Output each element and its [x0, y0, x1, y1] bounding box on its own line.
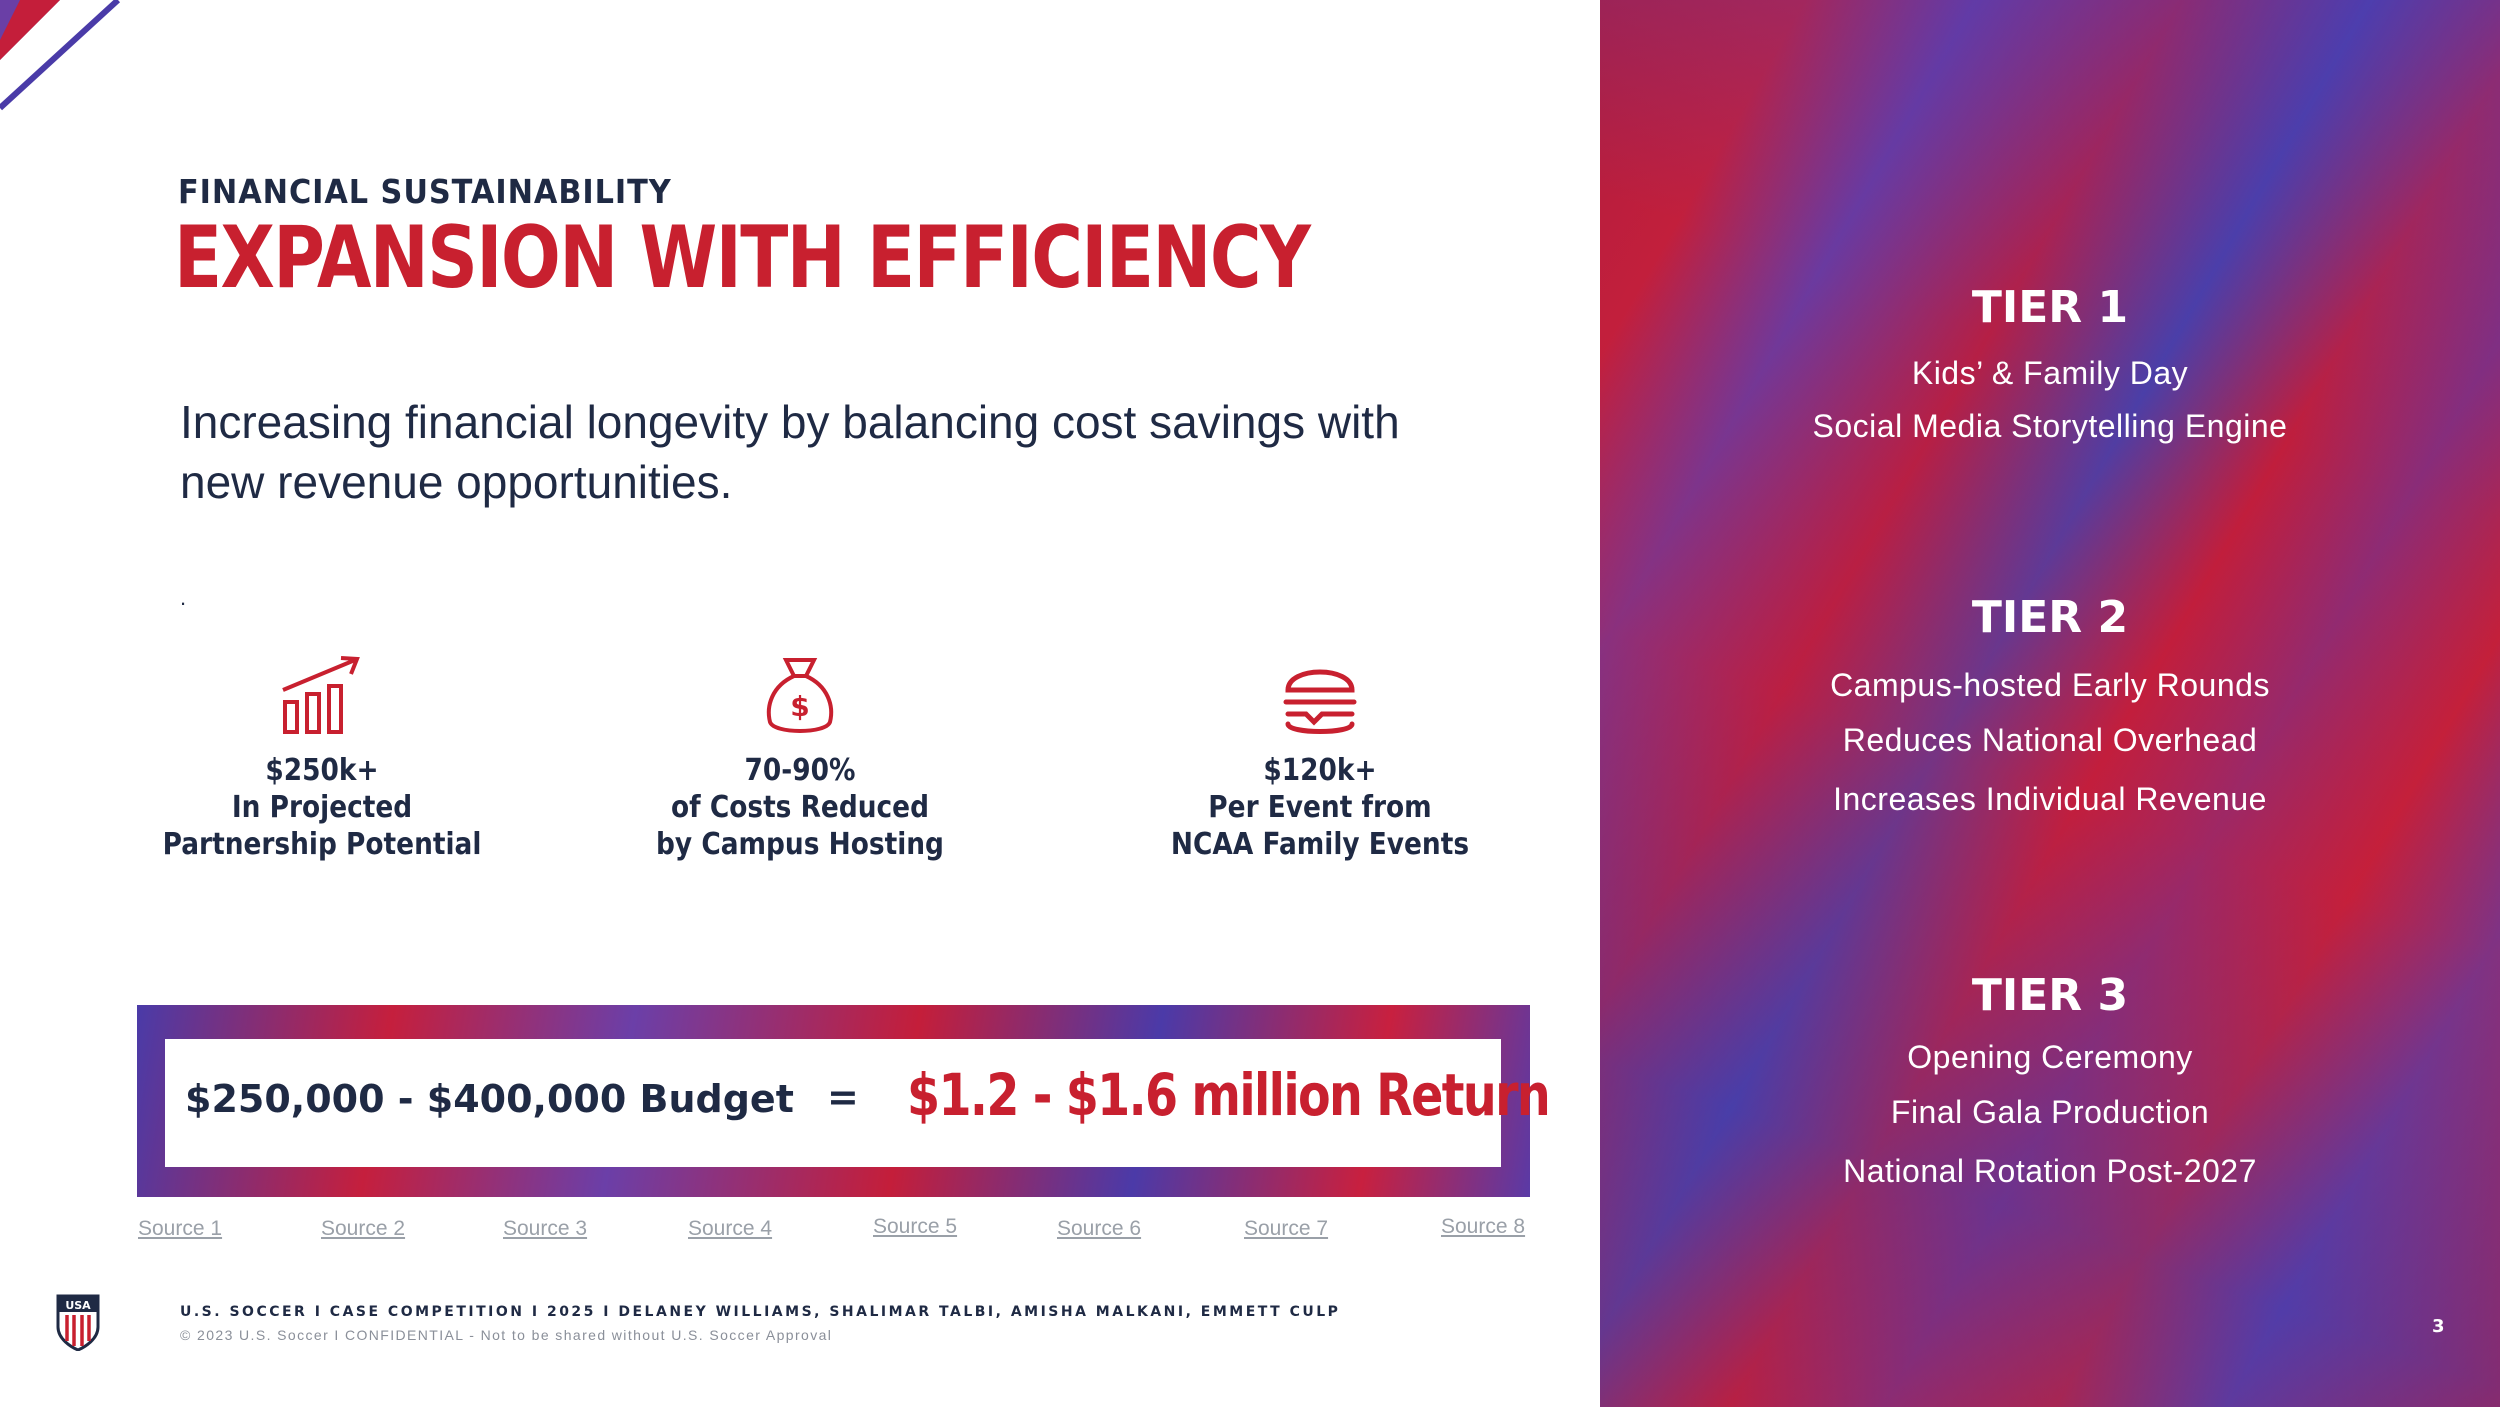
page-title: EXPANSION WITH EFFICIENCY — [174, 208, 1311, 308]
logo-text: USA — [65, 1299, 91, 1312]
tier-1: TIER 1 Kids’ & Family Day Social Media S… — [1600, 282, 2500, 445]
stray-dot: . — [180, 585, 187, 610]
stat-ncaa-events: $120k+ Per Event from NCAA Family Events — [1110, 640, 1530, 863]
source-link-6[interactable]: Source 6 — [1057, 1217, 1142, 1240]
tier-item: Opening Ceremony — [1907, 1039, 2193, 1075]
stat-value: $250k+ — [265, 753, 379, 788]
source-link-5[interactable]: Source 5 — [873, 1215, 958, 1238]
tier-title: TIER 2 — [1971, 592, 2129, 643]
source-link-7[interactable]: Source 7 — [1244, 1217, 1329, 1240]
svg-text:$: $ — [790, 690, 809, 723]
tier-item: Kids’ & Family Day — [1911, 355, 2189, 391]
burger-icon — [1283, 669, 1357, 734]
money-bag-icon: $ — [766, 658, 834, 733]
page-subtitle: Increasing financial longevity by balanc… — [180, 396, 1400, 508]
stat-cost-reduction: $ 70-90% of Costs Reduced by Campus Host… — [590, 640, 1010, 863]
stat-value: $120k+ — [1263, 753, 1377, 788]
source-link-8[interactable]: Source 8 — [1441, 1215, 1526, 1238]
stat-label: by Campus Hosting — [656, 827, 944, 862]
budget-text: $250,000 - $400,000 Budget — [185, 1077, 794, 1121]
source-link-2[interactable]: Source 2 — [321, 1217, 406, 1240]
tier-item: Final Gala Production — [1890, 1094, 2210, 1130]
tiers-panel: TIER 1 Kids’ & Family Day Social Media S… — [1600, 0, 2500, 1407]
page-number: 3 — [2432, 1316, 2445, 1337]
tier-title: TIER 1 — [1971, 282, 2129, 333]
budget-return-box: $250,000 - $400,000 Budget = $1.2 - $1.6… — [165, 1039, 1551, 1167]
stat-label: of Costs Reduced — [671, 790, 929, 825]
tier-item: Increases Individual Revenue — [1833, 781, 2267, 817]
footer-confidential: © 2023 U.S. Soccer I CONFIDENTIAL - Not … — [180, 1327, 833, 1343]
stat-value: 70-90% — [744, 753, 856, 788]
stat-partnership: $250k+ In Projected Partnership Potentia… — [112, 640, 532, 863]
growth-chart-icon — [282, 656, 360, 734]
tier-title: TIER 3 — [1971, 970, 2129, 1021]
tier-item: Social Media Storytelling Engine — [1812, 408, 2288, 444]
us-soccer-logo: USA — [56, 1294, 100, 1351]
return-text: $1.2 - $1.6 million Return — [907, 1061, 1551, 1129]
section-eyebrow: FINANCIAL SUSTAINABILITY — [178, 172, 672, 211]
source-link-3[interactable]: Source 3 — [503, 1217, 588, 1240]
tier-2: TIER 2 Campus-hosted Early Rounds Reduce… — [1600, 592, 2500, 818]
tier-3: TIER 3 Opening Ceremony Final Gala Produ… — [1600, 970, 2500, 1190]
stat-label: In Projected — [231, 790, 413, 825]
stat-label: Per Event from — [1208, 790, 1432, 825]
corner-decoration — [0, 0, 121, 111]
equals-sign: = — [827, 1075, 859, 1119]
budget-return-banner: $250,000 - $400,000 Budget = $1.2 - $1.6… — [137, 1005, 1551, 1197]
tier-item: Campus-hosted Early Rounds — [1830, 667, 2270, 703]
tier-item: Reduces National Overhead — [1842, 722, 2258, 758]
stat-label: Partnership Potential — [162, 827, 482, 862]
source-link-4[interactable]: Source 4 — [688, 1217, 773, 1240]
tier-item: National Rotation Post-2027 — [1843, 1153, 2257, 1189]
source-link-1[interactable]: Source 1 — [138, 1217, 223, 1240]
stat-label: NCAA Family Events — [1170, 827, 1470, 862]
content-panel: FINANCIAL SUSTAINABILITY EXPANSION WITH … — [0, 0, 1551, 1351]
footer-credits: U.S. SOCCER I CASE COMPETITION I 2025 I … — [180, 1304, 1341, 1320]
